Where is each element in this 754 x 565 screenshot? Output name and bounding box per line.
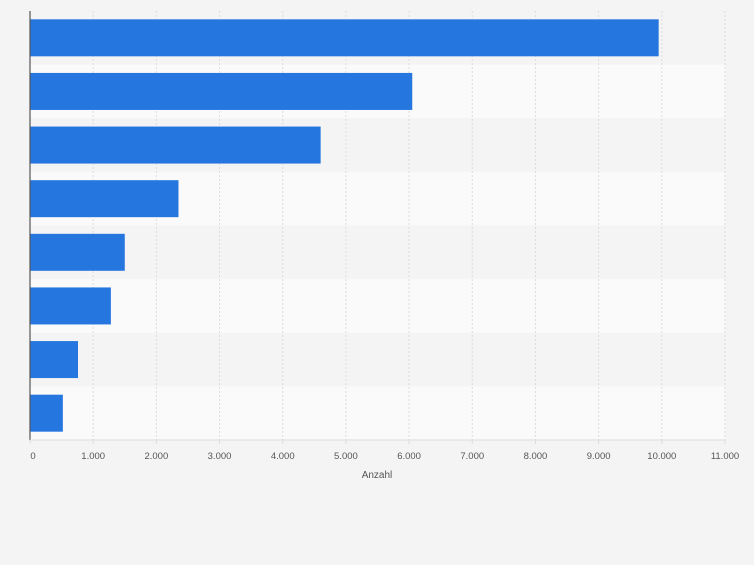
x-tick-label: 2.000 bbox=[144, 451, 168, 462]
bar[interactable] bbox=[30, 72, 413, 110]
axes bbox=[29, 11, 725, 441]
x-tick-label: 11.000 bbox=[711, 451, 739, 462]
row-band bbox=[30, 279, 725, 333]
x-tick-labels: 0 1.000 2.000 3.000 4.000 5.000 6.000 7.000 8.00… bbox=[29, 440, 739, 462]
x-tick-label: 8.000 bbox=[524, 451, 548, 462]
bar[interactable] bbox=[30, 394, 63, 432]
bar[interactable] bbox=[30, 341, 79, 379]
x-tick-label: 7.000 bbox=[460, 451, 484, 462]
grid-lines bbox=[92, 11, 726, 440]
x-tick-label: 9.000 bbox=[587, 451, 611, 462]
x-tick-label: 5.000 bbox=[334, 451, 358, 462]
bar[interactable] bbox=[30, 180, 179, 218]
row-band bbox=[30, 386, 725, 440]
x-tick-label: 1.000 bbox=[81, 451, 105, 462]
x-axis-label: Anzahl bbox=[362, 470, 393, 481]
bar[interactable] bbox=[30, 19, 659, 57]
bar[interactable] bbox=[30, 233, 125, 271]
bar[interactable] bbox=[30, 126, 321, 164]
row-band bbox=[30, 332, 725, 387]
x-tick-label: 6.000 bbox=[397, 451, 421, 462]
x-tick-label: 10.000 bbox=[647, 451, 676, 462]
x-tick-label: 4.000 bbox=[271, 451, 295, 462]
x-tick-label: 3.000 bbox=[208, 451, 232, 462]
bars bbox=[30, 19, 659, 432]
row-band bbox=[30, 225, 725, 280]
row-bands bbox=[30, 11, 725, 440]
x-tick-label: 0 bbox=[30, 451, 35, 462]
bar[interactable] bbox=[30, 287, 111, 325]
